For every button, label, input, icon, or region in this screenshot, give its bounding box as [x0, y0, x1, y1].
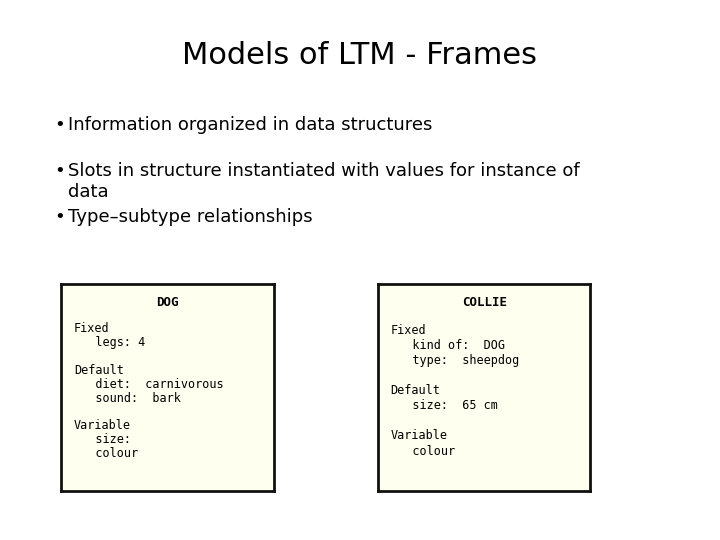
Text: •: • [54, 208, 65, 226]
Text: sound:  bark: sound: bark [74, 392, 181, 404]
Text: Default: Default [391, 384, 441, 397]
Text: Fixed: Fixed [391, 323, 426, 336]
Text: Information organized in data structures: Information organized in data structures [68, 116, 433, 134]
Text: •: • [54, 116, 65, 134]
Text: Variable: Variable [74, 420, 131, 433]
Text: Default: Default [74, 364, 124, 377]
Text: type:  sheepdog: type: sheepdog [391, 354, 519, 367]
Text: kind of:  DOG: kind of: DOG [391, 339, 505, 352]
Text: Fixed: Fixed [74, 322, 109, 335]
Text: size:  65 cm: size: 65 cm [391, 399, 498, 412]
Text: diet:  carnivorous: diet: carnivorous [74, 378, 224, 391]
Text: Slots in structure instantiated with values for instance of
data: Slots in structure instantiated with val… [68, 162, 580, 201]
Text: Models of LTM - Frames: Models of LTM - Frames [182, 40, 538, 70]
Text: Type–subtype relationships: Type–subtype relationships [68, 208, 313, 226]
Text: Variable: Variable [391, 429, 448, 442]
Text: •: • [54, 162, 65, 180]
Text: colour: colour [74, 447, 138, 460]
Text: legs: 4: legs: 4 [74, 336, 145, 349]
Text: DOG: DOG [156, 296, 179, 309]
Text: colour: colour [391, 444, 455, 457]
Text: size:: size: [74, 433, 131, 446]
Text: COLLIE: COLLIE [462, 296, 507, 309]
